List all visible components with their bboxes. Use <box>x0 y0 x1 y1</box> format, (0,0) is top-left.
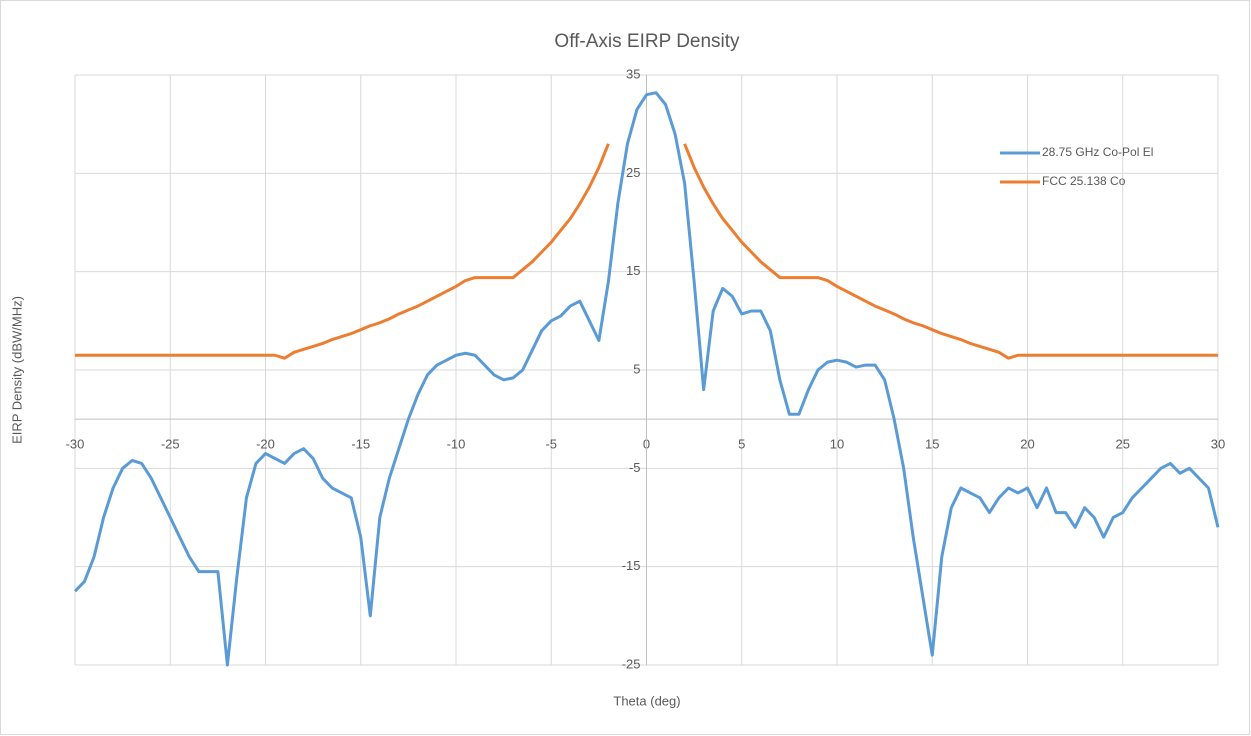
chart-title: Off-Axis EIRP Density <box>554 31 740 52</box>
x-tick-label: -25 <box>161 437 180 452</box>
y-axis-title: EIRP Density (dBW/MHz) <box>9 296 24 444</box>
x-tick-label: -10 <box>447 437 466 452</box>
x-tick-label: 5 <box>738 437 745 452</box>
x-tick-label: 30 <box>1211 437 1225 452</box>
legend-label: FCC 25.138 Co <box>1042 174 1126 188</box>
y-tick-label: 35 <box>626 66 640 81</box>
series-line <box>73 91 1220 667</box>
x-tick-label: -15 <box>351 437 370 452</box>
y-tick-label: -15 <box>622 558 641 573</box>
series-line <box>75 143 1218 360</box>
x-tick-label: 20 <box>1020 437 1034 452</box>
x-tick-label: 10 <box>830 437 844 452</box>
x-tick-label: -5 <box>545 437 557 452</box>
x-axis-title: Theta (deg) <box>613 693 680 708</box>
y-tick-label: -25 <box>622 656 641 671</box>
x-tick-label: 15 <box>925 437 939 452</box>
x-tick-label: -20 <box>256 437 275 452</box>
y-tick-label: 25 <box>626 165 640 180</box>
legend-label: 28.75 GHz Co-Pol El <box>1042 145 1153 159</box>
x-tick-label: -30 <box>66 437 85 452</box>
y-tick-label: -5 <box>629 460 641 475</box>
y-tick-label: 15 <box>626 263 640 278</box>
x-tick-label: 25 <box>1116 437 1130 452</box>
y-tick-label: 5 <box>633 361 640 376</box>
